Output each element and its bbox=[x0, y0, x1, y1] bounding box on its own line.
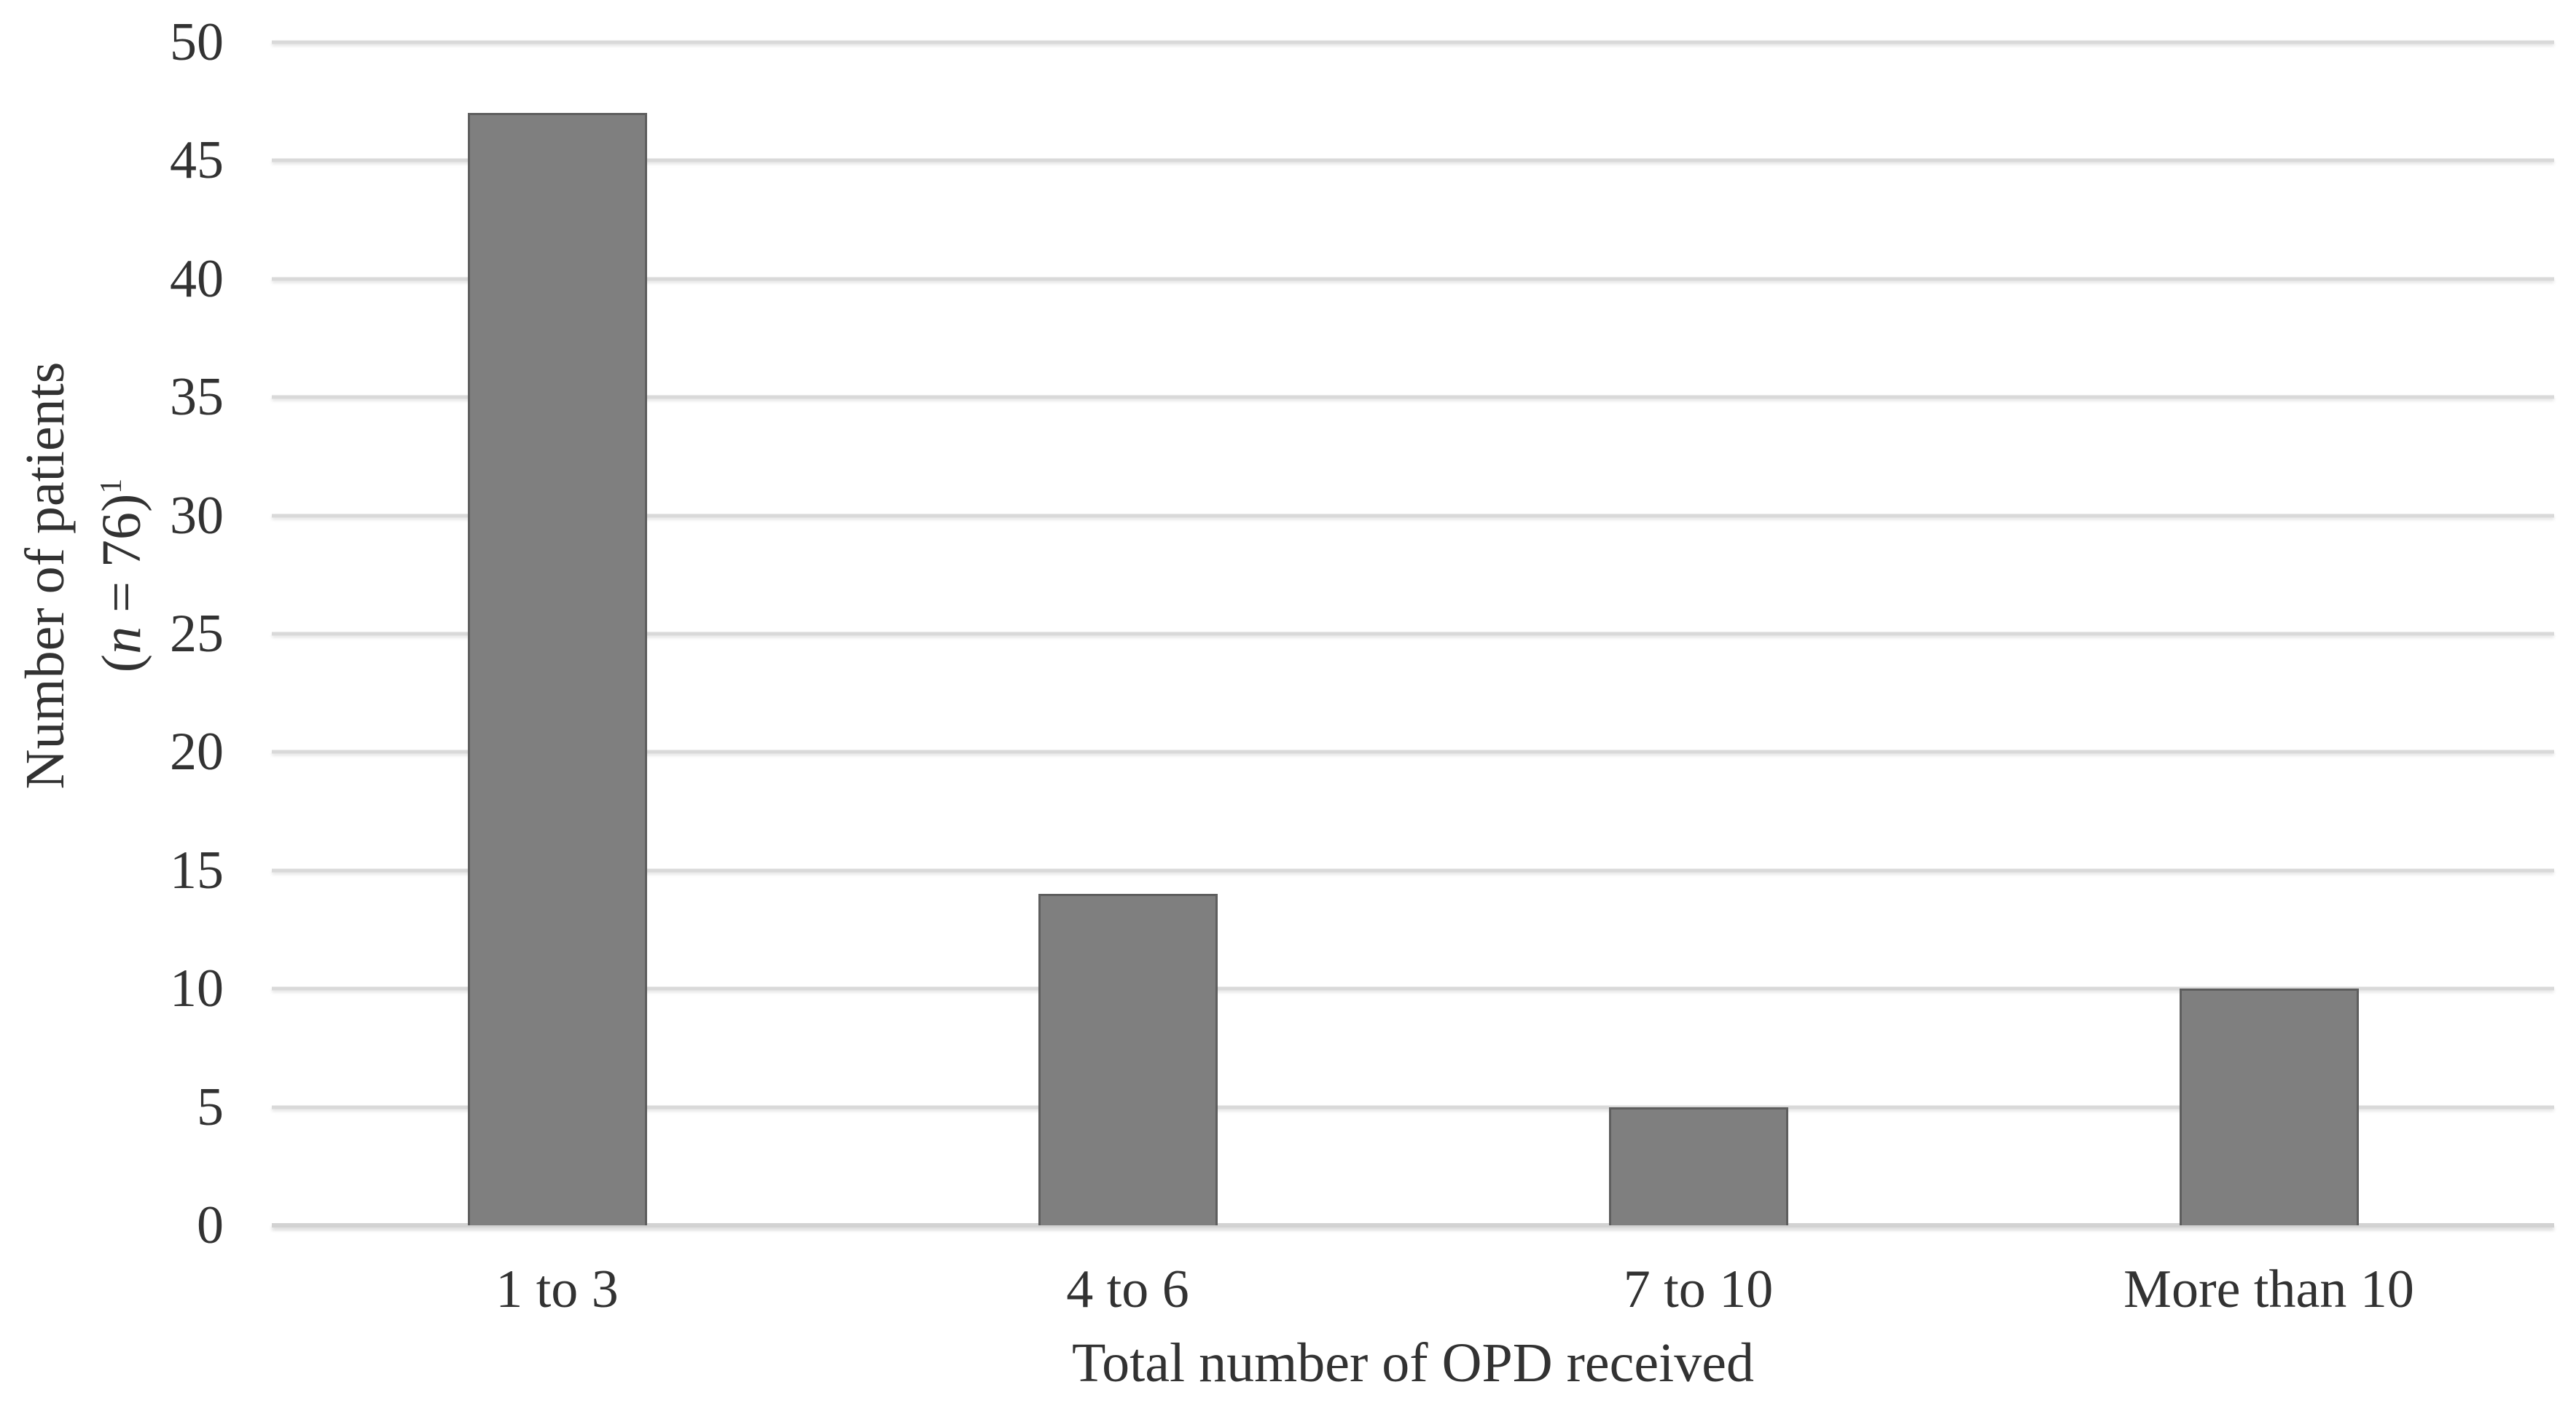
gridline-25 bbox=[272, 632, 2554, 636]
y-axis-title: Number of patients (n = 76)1 bbox=[7, 362, 160, 790]
gridline-50 bbox=[272, 40, 2554, 44]
y-tick-label-40: 40 bbox=[170, 248, 224, 309]
gridline-30 bbox=[272, 514, 2554, 518]
gridline-40 bbox=[272, 277, 2554, 281]
x-axis-line bbox=[272, 1223, 2554, 1228]
y-axis-title-line2: (n = 76)1 bbox=[91, 478, 152, 673]
y-tick-label-10: 10 bbox=[170, 959, 224, 1019]
y-tick-label-50: 50 bbox=[170, 12, 224, 72]
y-tick-label-5: 5 bbox=[197, 1077, 224, 1137]
gridline-35 bbox=[272, 395, 2554, 399]
gridline-20 bbox=[272, 750, 2554, 754]
y-tick-label-25: 25 bbox=[170, 604, 224, 664]
gridline-10 bbox=[272, 986, 2554, 991]
x-category-label-7-to-10: 7 to 10 bbox=[1623, 1260, 1774, 1319]
bar-1-to-3 bbox=[467, 113, 647, 1225]
y-axis-title-superscript: 1 bbox=[94, 478, 128, 494]
bar-4-to-6 bbox=[1038, 894, 1218, 1225]
y-tick-label-20: 20 bbox=[170, 722, 224, 782]
gridline-15 bbox=[272, 868, 2554, 873]
y-tick-label-35: 35 bbox=[170, 367, 224, 428]
x-category-label-4-to-6: 4 to 6 bbox=[1066, 1260, 1189, 1319]
y-tick-label-45: 45 bbox=[170, 130, 224, 191]
y-tick-label-0: 0 bbox=[197, 1195, 224, 1255]
x-axis-category-labels: 1 to 3 4 to 6 7 to 10 More than 10 bbox=[272, 1262, 2554, 1316]
y-axis-title-n-italic: n bbox=[91, 626, 152, 654]
y-axis-title-line1: Number of patients bbox=[15, 361, 77, 790]
gridline-5 bbox=[272, 1105, 2554, 1109]
y-tick-label-15: 15 bbox=[170, 840, 224, 900]
x-category-label-more-than-10: More than 10 bbox=[2123, 1260, 2414, 1319]
plot-area: 0 5 10 15 20 25 30 35 40 45 50 bbox=[170, 15, 2554, 1252]
x-category-label-1-to-3: 1 to 3 bbox=[496, 1260, 619, 1319]
gridline-45 bbox=[272, 158, 2554, 162]
y-tick-label-30: 30 bbox=[170, 485, 224, 546]
bar-more-than-10 bbox=[2179, 989, 2359, 1225]
bar-7-to-10 bbox=[1608, 1107, 1788, 1225]
x-axis-title: Total number of OPD received bbox=[1072, 1332, 1754, 1394]
